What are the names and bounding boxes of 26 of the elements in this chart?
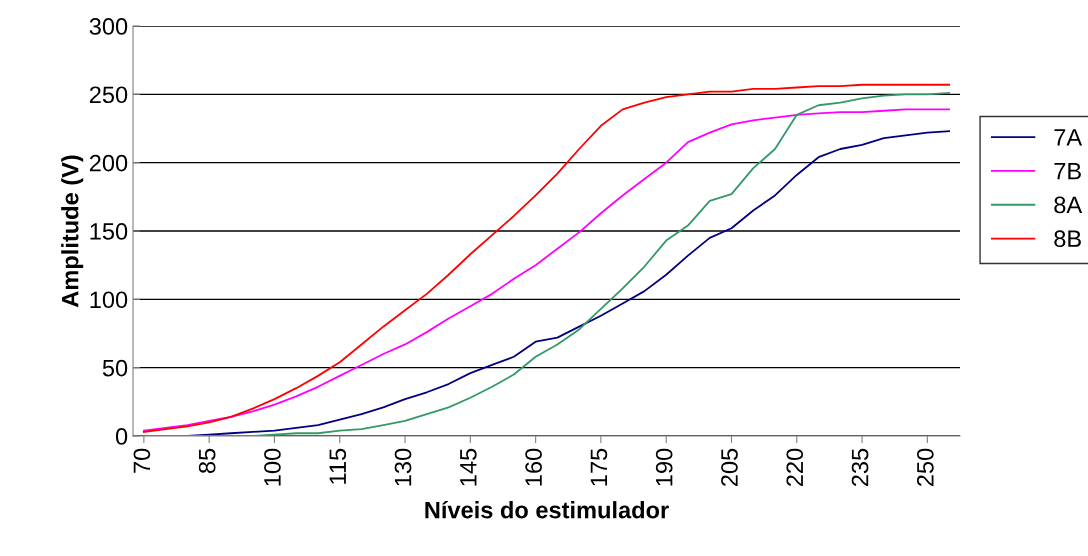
x-tick-label: 235 [851, 448, 869, 487]
x-tick-label: 115 [329, 448, 347, 484]
x-tick-label: 70 [133, 448, 151, 473]
y-tick-label: 300 [89, 18, 128, 35]
y-tick-label: 200 [89, 154, 128, 172]
legend-label: 7B [1054, 162, 1081, 180]
y-tick-label: 150 [90, 223, 128, 240]
legend-label: 8B [1054, 230, 1081, 248]
x-tick-label: 205 [721, 448, 738, 487]
y-tick-label: 100 [90, 291, 128, 309]
y-tick-label: 0 [115, 428, 128, 445]
legend-label: 7A [1054, 129, 1083, 146]
x-tick-label: 160 [525, 448, 542, 486]
x-tick-label: 100 [264, 448, 281, 486]
x-tick-label: 190 [655, 448, 673, 486]
x-tick-label: 130 [394, 448, 412, 486]
y-axis-title: Amplitude (V) [61, 155, 84, 308]
x-tick-label: 250 [916, 448, 934, 487]
x-tick-label: 175 [590, 448, 608, 486]
x-tick-label: 145 [460, 448, 477, 486]
y-tick-label: 50 [102, 359, 128, 377]
legend-label: 8A [1054, 196, 1083, 214]
x-tick-label: 220 [786, 448, 804, 487]
x-axis-title: Níveis do estimulador [425, 500, 669, 519]
x-tick-label: 85 [198, 448, 216, 474]
y-tick-label: 250 [89, 86, 128, 104]
